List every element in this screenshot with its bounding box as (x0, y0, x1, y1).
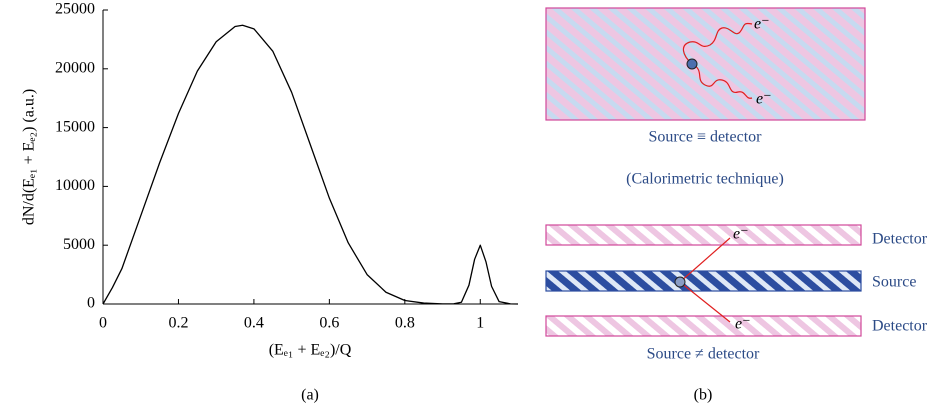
data-line (102, 24, 519, 305)
electron-track (691, 63, 753, 99)
layer-label: Detector (872, 318, 928, 335)
source-atom (674, 276, 686, 288)
y-tick-label: 15000 (55, 118, 95, 135)
electron-label: e⁻ (756, 91, 772, 108)
source-detector-block (545, 7, 866, 121)
panel-caption: Source ≠ detector (647, 346, 760, 363)
y-tick-label: 10000 (55, 177, 95, 194)
source-atom (686, 58, 698, 70)
electron-label: e⁻ (733, 226, 749, 243)
caption: (a) (301, 387, 319, 404)
y-tick-label: 0 (87, 295, 95, 312)
electron-track (682, 22, 753, 65)
caption: (b) (694, 387, 713, 404)
x-tick-label: 0.4 (244, 315, 264, 332)
y-tick-label: 25000 (55, 1, 95, 18)
x-tick-label: 0.6 (319, 315, 339, 332)
detector-layer (545, 224, 862, 246)
detector-layer (545, 315, 862, 337)
x-axis-label: (Eₑ₁ + Eₑ₂)/Q (269, 342, 352, 359)
x-tick-label: 0.2 (168, 315, 188, 332)
source-layer (545, 270, 862, 292)
x-tick-label: 1 (476, 315, 484, 332)
electron-track (679, 281, 731, 323)
y-tick-label: 20000 (55, 59, 95, 76)
technique-label: (Calorimetric technique) (626, 171, 784, 188)
top-panel: e⁻ e⁻ Source ≡ detector (Calorimetric te… (545, 7, 866, 188)
layer-label: Detector (872, 231, 928, 248)
y-tick-label: 5000 (63, 236, 95, 253)
panel-caption: Source ≡ detector (649, 129, 763, 146)
axes (102, 10, 518, 305)
electron-label: e⁻ (754, 16, 770, 33)
x-tick-label: 0.8 (395, 315, 415, 332)
layer-label: Source (872, 274, 916, 291)
bottom-panel: e⁻ e⁻ Detector Source Detector Source ≠ … (545, 224, 928, 404)
x-tick-label: 0 (99, 315, 107, 332)
y-axis-label: dN/d(Eₑ₁ + Eₑ₂) (a.u.) (21, 89, 38, 225)
electron-label: e⁻ (735, 316, 751, 333)
electron-track (679, 237, 731, 283)
